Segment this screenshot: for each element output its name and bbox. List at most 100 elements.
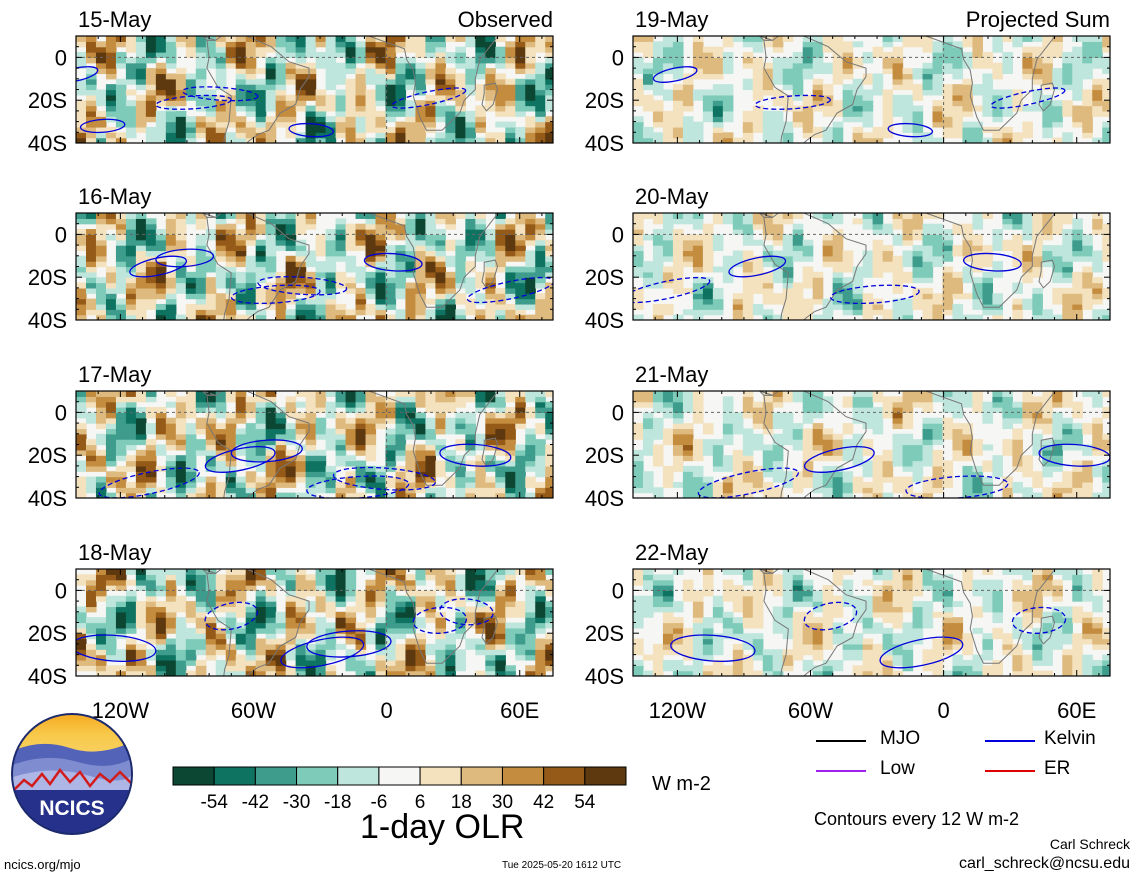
africa-outline <box>367 391 499 486</box>
x-tick-label: 0 <box>380 698 392 723</box>
y-tick-label: 20S <box>28 88 67 113</box>
colorbar-swatch <box>378 766 421 786</box>
kelvin-contour <box>204 446 276 473</box>
y-tick-label: 20S <box>585 621 624 646</box>
y-tick-label: 0 <box>612 578 624 603</box>
x-tick-label: 0 <box>937 698 949 723</box>
colorbar-tick-label: -18 <box>324 792 351 813</box>
colorbar-swatch <box>460 766 503 786</box>
olr-field <box>76 569 553 676</box>
panel-15-may: 0 20S 40S 15-May Observed <box>28 7 554 156</box>
colorbar-tick-label: -42 <box>242 792 269 813</box>
panel-19-may: 0 20S 40S 19-May Projected Sum <box>585 7 1111 156</box>
kelvin-contour <box>754 94 832 110</box>
y-tick-label: 40S <box>28 664 67 689</box>
kelvin-contour <box>76 634 157 662</box>
colorbar-swatch <box>254 766 298 786</box>
legend-er-label: ER <box>1044 758 1071 779</box>
y-tick-label: 0 <box>55 222 67 247</box>
africa-outline <box>924 213 1056 308</box>
madagascar-outline <box>1038 259 1056 289</box>
central-america-outline <box>201 213 216 218</box>
kelvin-contour <box>990 87 1066 109</box>
south-america-outline <box>206 36 310 143</box>
panel-22-may: 0 20S 40S 22-May 120W 60W 0 60E <box>585 540 1111 723</box>
y-tick-label: 40S <box>28 131 67 156</box>
panel-21-may: 0 20S 40S 21-May <box>585 362 1111 511</box>
colorbar-swatch <box>337 766 380 786</box>
central-america-outline <box>758 36 773 41</box>
colorbar-tick-label: -6 <box>370 792 387 813</box>
y-tick-label: 20S <box>28 443 67 468</box>
kelvin-contour <box>230 439 303 463</box>
colorbar-swatch <box>172 766 215 786</box>
central-america-outline <box>201 36 216 41</box>
panel-16-may: 0 20S 40S 16-May <box>28 184 554 333</box>
x-tick-label: 120W <box>649 698 707 723</box>
olr-field <box>633 213 1110 320</box>
colorbar-swatch <box>501 766 545 786</box>
south-america-outline <box>206 213 310 320</box>
kelvin-contour <box>79 118 126 134</box>
author-name: Carl Schreck <box>1049 836 1130 852</box>
legend-line-er <box>985 770 1035 772</box>
colorbar-swatch <box>213 766 256 786</box>
column-header: Projected Sum <box>966 7 1110 32</box>
kelvin-contour <box>879 636 964 669</box>
panel-date-label: 15-May <box>78 7 151 32</box>
kelvin-contour <box>728 255 787 278</box>
madagascar-outline <box>481 437 499 467</box>
colorbar-swatch <box>584 766 627 786</box>
colorbar-swatch <box>419 766 462 786</box>
y-tick-label: 20S <box>585 265 624 290</box>
kelvin-contour <box>905 475 1009 498</box>
kelvin-contour <box>76 66 99 83</box>
central-america-outline <box>758 391 773 396</box>
kelvin-contour <box>280 636 365 669</box>
colorbar-tick-label: 6 <box>415 792 426 813</box>
kelvin-contour <box>155 248 215 268</box>
y-tick-label: 40S <box>28 308 67 333</box>
kelvin-contour <box>887 122 934 138</box>
madagascar-outline <box>481 82 499 112</box>
madagascar-outline <box>1038 615 1056 645</box>
africa-outline <box>367 36 499 131</box>
kelvin-contour <box>288 122 334 138</box>
contour-note: Contours every 12 W m-2 <box>814 809 1020 829</box>
kelvin-contour <box>181 86 259 102</box>
kelvin-contour <box>391 87 467 109</box>
legend-kelvin-label: Kelvin <box>1044 728 1096 749</box>
kelvin-contour <box>363 252 423 272</box>
y-tick-label: 0 <box>55 45 67 70</box>
kelvin-contour <box>230 284 321 305</box>
y-tick-label: 0 <box>612 400 624 425</box>
panel-date-label: 16-May <box>78 184 151 209</box>
column-header: Observed <box>458 7 553 32</box>
colorbar-swatch <box>543 766 586 786</box>
kelvin-contour <box>306 475 410 498</box>
africa-outline <box>924 36 1056 131</box>
olr-field <box>76 36 553 143</box>
y-tick-label: 0 <box>55 400 67 425</box>
x-tick-label: 120W <box>92 698 150 723</box>
website-link[interactable]: ncics.org/mjo <box>4 857 81 872</box>
madagascar-outline <box>481 259 499 289</box>
olr-field <box>633 569 1110 676</box>
panel-date-label: 17-May <box>78 362 151 387</box>
central-america-outline <box>201 569 216 574</box>
y-tick-label: 0 <box>612 222 624 247</box>
ncics-logo[interactable]: NCICS <box>10 712 136 840</box>
y-tick-label: 20S <box>585 88 624 113</box>
y-tick-label: 20S <box>28 621 67 646</box>
y-tick-label: 0 <box>612 45 624 70</box>
south-america-outline <box>763 569 867 676</box>
legend-mjo-label: MJO <box>880 728 921 749</box>
author-email[interactable]: carl_schreck@ncsu.edu <box>959 855 1130 872</box>
south-america-outline <box>763 213 867 320</box>
africa-outline <box>367 569 499 664</box>
africa-outline <box>367 213 499 308</box>
panel-date-label: 18-May <box>78 540 151 565</box>
africa-outline <box>924 569 1056 664</box>
colorbar-tick-label: -54 <box>200 792 228 813</box>
olr-field <box>76 391 553 498</box>
